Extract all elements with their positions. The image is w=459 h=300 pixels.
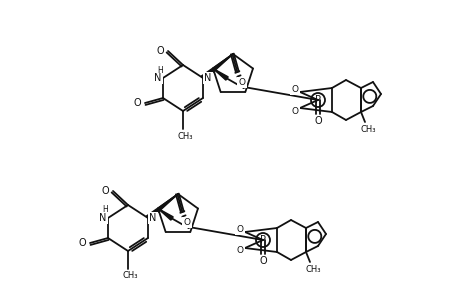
Text: H: H: [157, 65, 162, 74]
Text: O: O: [78, 238, 86, 248]
Text: O: O: [133, 98, 140, 108]
Text: P: P: [259, 235, 265, 245]
Polygon shape: [158, 208, 173, 220]
Polygon shape: [146, 194, 178, 220]
Text: N: N: [149, 213, 157, 223]
Text: P: P: [314, 95, 320, 105]
Text: O: O: [236, 247, 243, 256]
Text: CH₃: CH₃: [177, 131, 192, 140]
Text: O: O: [101, 186, 109, 196]
Text: N: N: [204, 73, 211, 83]
Text: O: O: [183, 218, 190, 227]
Text: CH₃: CH₃: [122, 272, 137, 280]
Text: CH₃: CH₃: [305, 265, 320, 274]
Text: CH₃: CH₃: [359, 124, 375, 134]
Text: O: O: [313, 116, 321, 126]
Text: O: O: [238, 78, 245, 87]
Text: N: N: [154, 73, 161, 83]
Text: O: O: [236, 224, 243, 233]
Text: O: O: [291, 106, 298, 116]
Text: O: O: [156, 46, 163, 56]
Text: H: H: [102, 206, 108, 214]
Text: O: O: [258, 256, 266, 266]
Text: N: N: [99, 213, 106, 223]
Polygon shape: [213, 68, 228, 80]
Text: O: O: [291, 85, 298, 94]
Polygon shape: [201, 54, 233, 80]
